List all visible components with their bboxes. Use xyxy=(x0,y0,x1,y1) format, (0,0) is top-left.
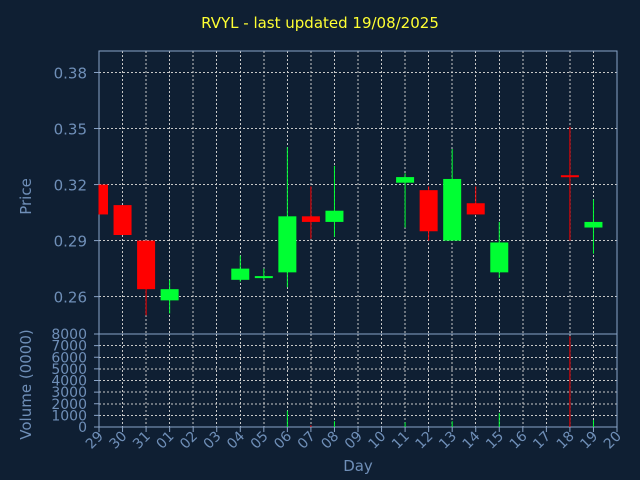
candle-body xyxy=(254,276,273,279)
candle-body xyxy=(160,289,179,301)
price-tick-label: 0.29 xyxy=(54,233,87,251)
x-axis-label: Day xyxy=(343,457,373,475)
volume-tick-label: 7000 xyxy=(51,339,87,355)
candle-body xyxy=(466,203,485,215)
x-tick-label: 14 xyxy=(460,428,484,452)
x-tick-label: 19 xyxy=(577,429,601,453)
candle-body xyxy=(99,184,108,215)
candle-body xyxy=(231,268,250,280)
candle-body xyxy=(278,216,297,273)
x-tick-label: 09 xyxy=(342,429,366,453)
x-tick-label: 15 xyxy=(483,429,507,453)
x-tick-label: 17 xyxy=(530,429,554,453)
x-tick-label: 04 xyxy=(224,428,248,452)
x-tick-label: 01 xyxy=(154,429,178,453)
x-tick-label: 30 xyxy=(106,429,130,453)
candle-body xyxy=(584,221,603,228)
x-tick-label: 20 xyxy=(601,429,625,453)
volume-tick-label: 3000 xyxy=(51,385,87,401)
volume-tick-label: 5000 xyxy=(51,362,87,378)
volume-tick-label: 1000 xyxy=(51,408,87,424)
x-tick-label: 03 xyxy=(201,429,225,453)
x-tick-label: 12 xyxy=(413,429,437,453)
volume-tick-label: 4000 xyxy=(51,374,87,390)
x-tick-label: 16 xyxy=(507,428,531,452)
candle-body xyxy=(137,240,156,290)
volume-axis-label: Volume (0000) xyxy=(17,329,35,439)
x-tick-label: 18 xyxy=(554,429,578,453)
candle-body xyxy=(560,175,579,178)
volume-tick-label: 2000 xyxy=(51,397,87,413)
x-tick-label: 05 xyxy=(248,429,272,453)
x-tick-label: 13 xyxy=(436,429,460,453)
candle-body xyxy=(325,210,344,222)
price-tick-label: 0.35 xyxy=(54,121,87,139)
x-tick-label: 07 xyxy=(295,429,319,453)
x-tick-label: 31 xyxy=(130,429,154,453)
volume-tick-label: 8000 xyxy=(51,327,87,343)
candle-body xyxy=(443,178,462,241)
x-tick-label: 10 xyxy=(365,429,389,453)
x-tick-label: 11 xyxy=(389,429,413,453)
chart-title: RVYL - last updated 19/08/2025 xyxy=(201,14,439,32)
price-tick-label: 0.26 xyxy=(54,289,87,307)
candle-body xyxy=(396,177,415,183)
x-tick-label: 02 xyxy=(177,429,201,453)
volume-tick-label: 6000 xyxy=(51,350,87,366)
candle-body xyxy=(301,216,320,222)
x-tick-label: 06 xyxy=(271,428,295,452)
candle-body xyxy=(113,205,132,235)
volume-tick-label: 0 xyxy=(78,420,87,436)
candle-body xyxy=(490,242,509,273)
x-tick-label: 08 xyxy=(318,429,342,453)
price-tick-label: 0.32 xyxy=(54,177,87,195)
price-axis-label: Price xyxy=(17,178,35,215)
candle-body xyxy=(419,190,438,232)
volume-panel-frame xyxy=(98,333,618,428)
price-tick-label: 0.38 xyxy=(54,64,87,82)
